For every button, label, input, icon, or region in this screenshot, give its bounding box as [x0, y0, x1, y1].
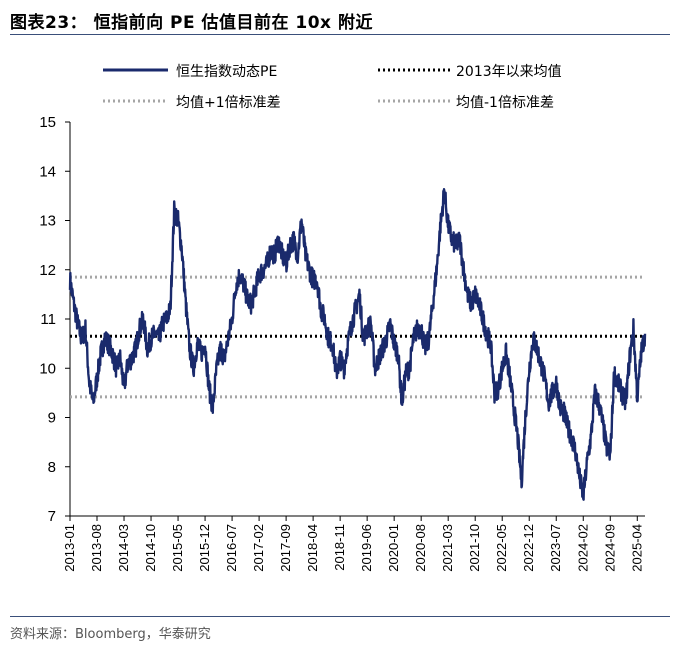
x-tick-label: 2018-11 — [332, 524, 347, 571]
series-line-pe — [68, 188, 647, 501]
x-tick-label: 2021-03 — [440, 524, 455, 572]
y-tick-label: 12 — [39, 262, 56, 279]
figure-title: 图表23： 恒指前向 PE 估值目前在 10x 附近 — [10, 13, 373, 33]
source-divider — [10, 616, 670, 617]
legend-label-minus1: 均值-1倍标准差 — [456, 95, 554, 111]
y-tick-label: 9 — [48, 410, 56, 427]
x-tick-label: 2017-09 — [278, 524, 293, 572]
legend-label-pe: 恒生指数动态PE — [176, 64, 277, 80]
x-tick-label: 2023-07 — [548, 524, 563, 572]
legend-label-mean: 2013年以来均值 — [456, 64, 562, 80]
x-tick-label: 2014-10 — [143, 524, 158, 572]
x-tick-label: 2020-08 — [413, 524, 428, 572]
y-tick-label: 14 — [39, 163, 56, 180]
x-tick-label: 2022-05 — [494, 524, 509, 572]
y-tick-label: 10 — [39, 360, 56, 377]
chart-series — [68, 188, 647, 501]
x-tick-label: 2014-03 — [116, 524, 131, 572]
x-tick-label: 2021-10 — [467, 524, 482, 572]
x-tick-label: 2018-04 — [305, 524, 320, 572]
x-tick-label: 2017-02 — [251, 524, 266, 572]
x-tick-label: 2013-08 — [89, 524, 104, 572]
reference-lines — [70, 275, 645, 399]
pe-line-chart: 恒生指数动态PE 2013年以来均值 均值+1倍标准差 均值-1倍标准差 7 8 9… — [39, 64, 647, 572]
x-tick-label: 2024-02 — [575, 524, 590, 572]
x-tick-label: 2025-04 — [629, 524, 644, 572]
chart-legend: 恒生指数动态PE 2013年以来均值 均值+1倍标准差 均值-1倍标准差 — [103, 64, 562, 111]
x-tick-label: 2016-07 — [224, 524, 239, 572]
y-tick-label: 8 — [48, 459, 56, 476]
legend-label-plus1: 均值+1倍标准差 — [176, 95, 281, 111]
chart-axes: 7 8 9 10 11 12 13 14 15 2013-01 2013-08 2014-03 2014… — [39, 114, 645, 572]
title-divider — [10, 34, 670, 35]
x-tick-label: 2015-05 — [170, 524, 185, 572]
x-tick-label: 2019-06 — [359, 524, 374, 572]
y-tick-label: 7 — [48, 508, 56, 525]
x-tick-label: 2024-09 — [602, 524, 617, 572]
y-tick-label: 13 — [39, 213, 56, 230]
y-tick-label: 15 — [39, 114, 56, 131]
y-tick-label: 11 — [40, 311, 56, 328]
source-note: 资料来源：Bloomberg，华泰研究 — [10, 627, 211, 642]
x-tick-label: 2020-01 — [386, 524, 401, 572]
x-tick-label: 2022-12 — [521, 524, 536, 572]
x-tick-label: 2015-12 — [197, 524, 212, 572]
x-tick-label: 2013-01 — [62, 524, 77, 572]
